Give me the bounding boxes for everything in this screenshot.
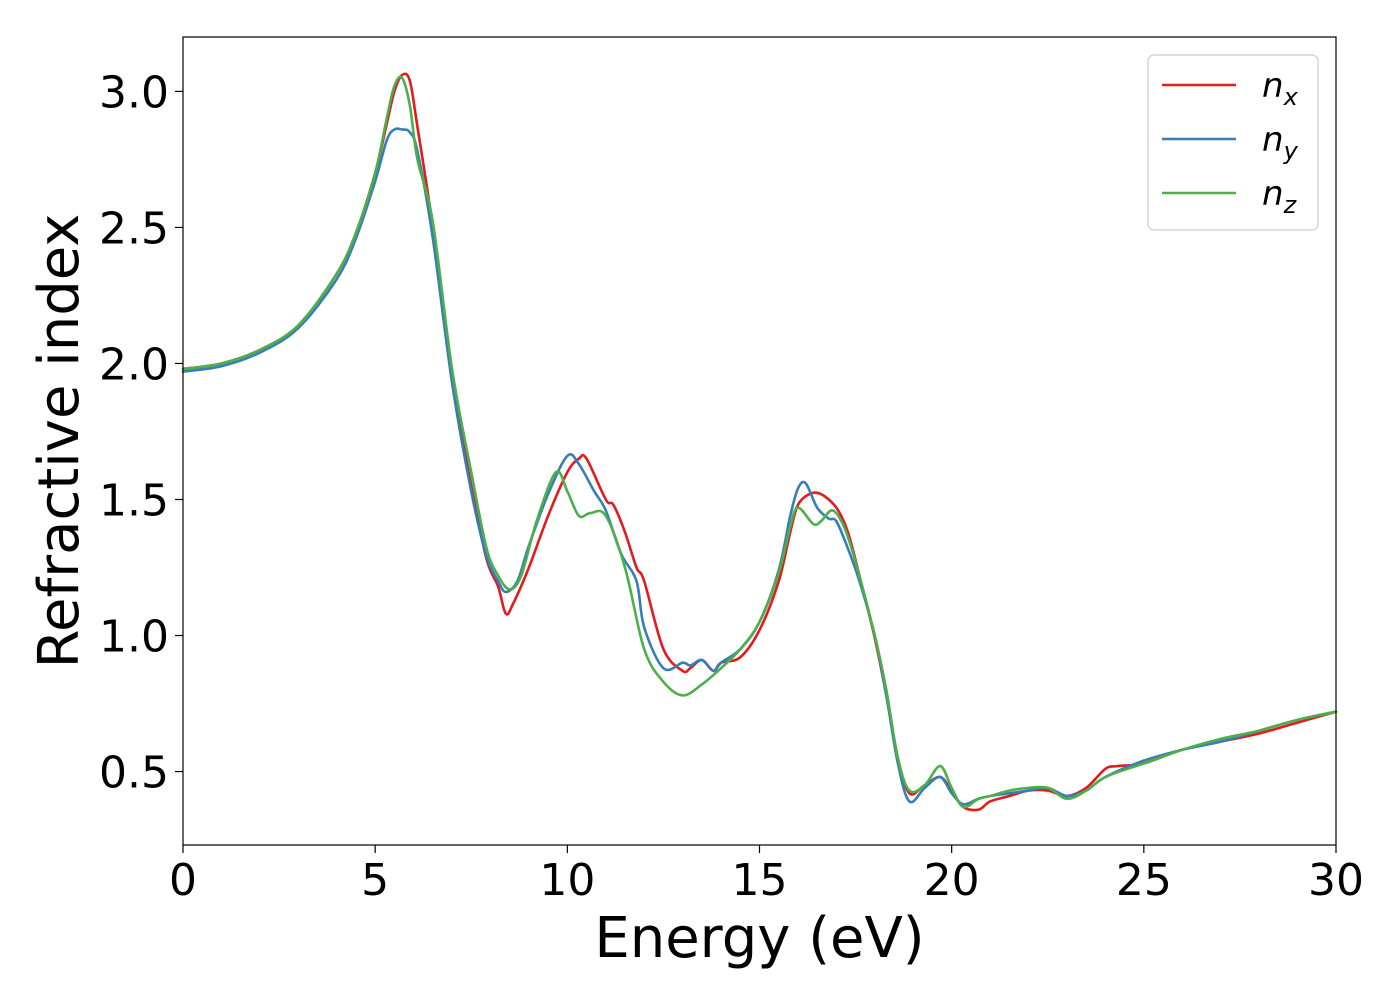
- legend-label-z: nz: [1262, 174, 1298, 219]
- legend-label-y: ny: [1262, 120, 1299, 165]
- x-axis-title: Energy (eV): [594, 906, 924, 971]
- x-tick-label: 25: [1116, 855, 1172, 906]
- y-tick-label: 3.0: [99, 67, 169, 118]
- y-tick-label: 1.0: [99, 612, 169, 663]
- x-tick-label: 20: [924, 855, 980, 906]
- y-axis-ticks: 0.5 1.0 1.5 2.0 2.5 3.0: [99, 67, 183, 799]
- legend-box: [1147, 54, 1319, 231]
- series-layer: [181, 72, 1338, 812]
- series-line-z: [181, 75, 1338, 809]
- legend: nx ny nz: [1147, 54, 1319, 231]
- y-tick-label: 2.5: [99, 203, 169, 254]
- y-tick-label: 0.5: [99, 748, 169, 799]
- x-tick-label: 5: [361, 855, 389, 906]
- x-tick-label: 10: [539, 855, 595, 906]
- y-axis-title: Refractive index: [27, 214, 92, 669]
- x-tick-label: 0: [169, 855, 197, 906]
- series-line-y: [181, 127, 1338, 806]
- x-axis-ticks: 0 5 10 15 20 25 30: [169, 845, 1364, 906]
- y-tick-label: 2.0: [99, 339, 169, 390]
- legend-label-x: nx: [1262, 66, 1299, 111]
- y-tick-label: 1.5: [99, 475, 169, 526]
- x-tick-label: 15: [732, 855, 788, 906]
- x-tick-label: 30: [1308, 855, 1364, 906]
